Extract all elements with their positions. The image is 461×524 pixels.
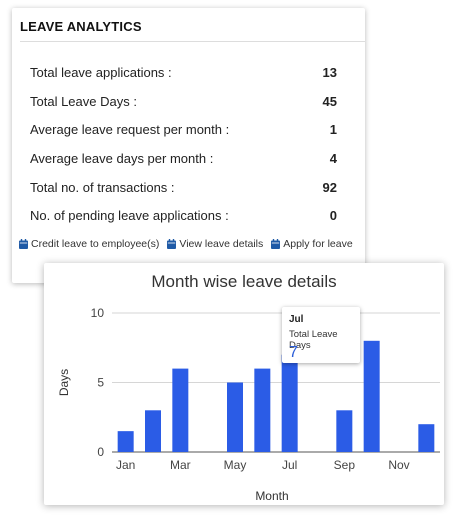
bar-mar xyxy=(172,368,189,452)
stat-value: 0 xyxy=(329,208,337,223)
calendar-icon xyxy=(167,239,177,249)
bar-jun xyxy=(254,368,271,452)
bar-jan xyxy=(117,431,134,452)
chart-title: Month wise leave details xyxy=(151,272,337,291)
stat-label: Total no. of transactions : xyxy=(30,180,175,195)
y-tick-label: 5 xyxy=(97,376,104,390)
x-axis-title: Month xyxy=(255,489,288,503)
stat-value: 4 xyxy=(329,151,337,166)
x-tick-label: Jul xyxy=(282,458,297,472)
x-tick-label: Mar xyxy=(170,458,191,472)
title-divider xyxy=(20,41,365,42)
bar-chart: 0 5 10 Jan Mar May Jul Sep Nov Month Days xyxy=(57,306,440,503)
stat-label: Total Leave Days : xyxy=(30,94,137,109)
stat-label: Average leave request per month : xyxy=(30,122,230,137)
credit-leave-label: Credit leave to employee(s) xyxy=(31,238,160,250)
chart-tooltip: Jul Total Leave Days 7 xyxy=(282,307,360,363)
tooltip-value: 7 xyxy=(289,344,298,361)
bar-jul xyxy=(281,354,298,452)
stat-label: No. of pending leave applications : xyxy=(30,208,229,223)
bar-dec xyxy=(418,424,435,452)
leave-analytics-card: LEAVE ANALYTICS Total leave applications… xyxy=(12,8,365,283)
month-wise-chart-card: Month wise leave details 0 5 10 Jan Mar May Ju… xyxy=(44,263,444,505)
x-tick-label: Jan xyxy=(116,458,135,472)
view-leave-details-link[interactable]: View leave details xyxy=(167,238,263,250)
stat-row-transactions: Total no. of transactions : 92 xyxy=(30,180,337,200)
stat-row-avg-requests: Average leave request per month : 1 xyxy=(30,122,337,142)
bar-sep xyxy=(336,410,353,452)
leave-actions: Credit leave to employee(s) View leave d… xyxy=(19,238,365,250)
calendar-icon xyxy=(19,239,28,249)
credit-leave-link[interactable]: Credit leave to employee(s) xyxy=(19,238,159,250)
tooltip-month: Jul xyxy=(289,314,304,325)
stat-row-total-applications: Total leave applications : 13 xyxy=(30,65,337,85)
stat-row-avg-days: Average leave days per month : 4 xyxy=(30,151,337,171)
stat-value: 1 xyxy=(329,122,337,137)
stat-value: 13 xyxy=(322,65,337,80)
stat-value: 45 xyxy=(322,94,337,109)
bar-oct xyxy=(363,340,380,452)
bar-may xyxy=(227,382,243,452)
view-leave-details-label: View leave details xyxy=(179,238,264,250)
y-tick-label: 10 xyxy=(91,306,105,320)
stat-label: Average leave days per month : xyxy=(30,151,214,166)
tooltip-label: Total Leave Days xyxy=(289,329,338,351)
x-tick-label: Nov xyxy=(388,458,409,472)
x-tick-label: Sep xyxy=(334,458,356,472)
stat-label: Total leave applications : xyxy=(30,65,172,80)
y-tick-label: 0 xyxy=(97,445,104,459)
stat-row-pending: No. of pending leave applications : 0 xyxy=(30,208,337,228)
bar-feb xyxy=(145,410,161,452)
apply-for-leave-link[interactable]: Apply for leave xyxy=(271,238,353,250)
apply-for-leave-label: Apply for leave xyxy=(283,238,353,250)
analytics-title: LEAVE ANALYTICS xyxy=(20,19,142,34)
stat-value: 92 xyxy=(322,180,337,195)
y-axis-title: Days xyxy=(57,369,71,396)
x-tick-label: May xyxy=(224,458,247,472)
stat-row-total-days: Total Leave Days : 45 xyxy=(30,94,337,114)
calendar-icon xyxy=(271,239,281,249)
